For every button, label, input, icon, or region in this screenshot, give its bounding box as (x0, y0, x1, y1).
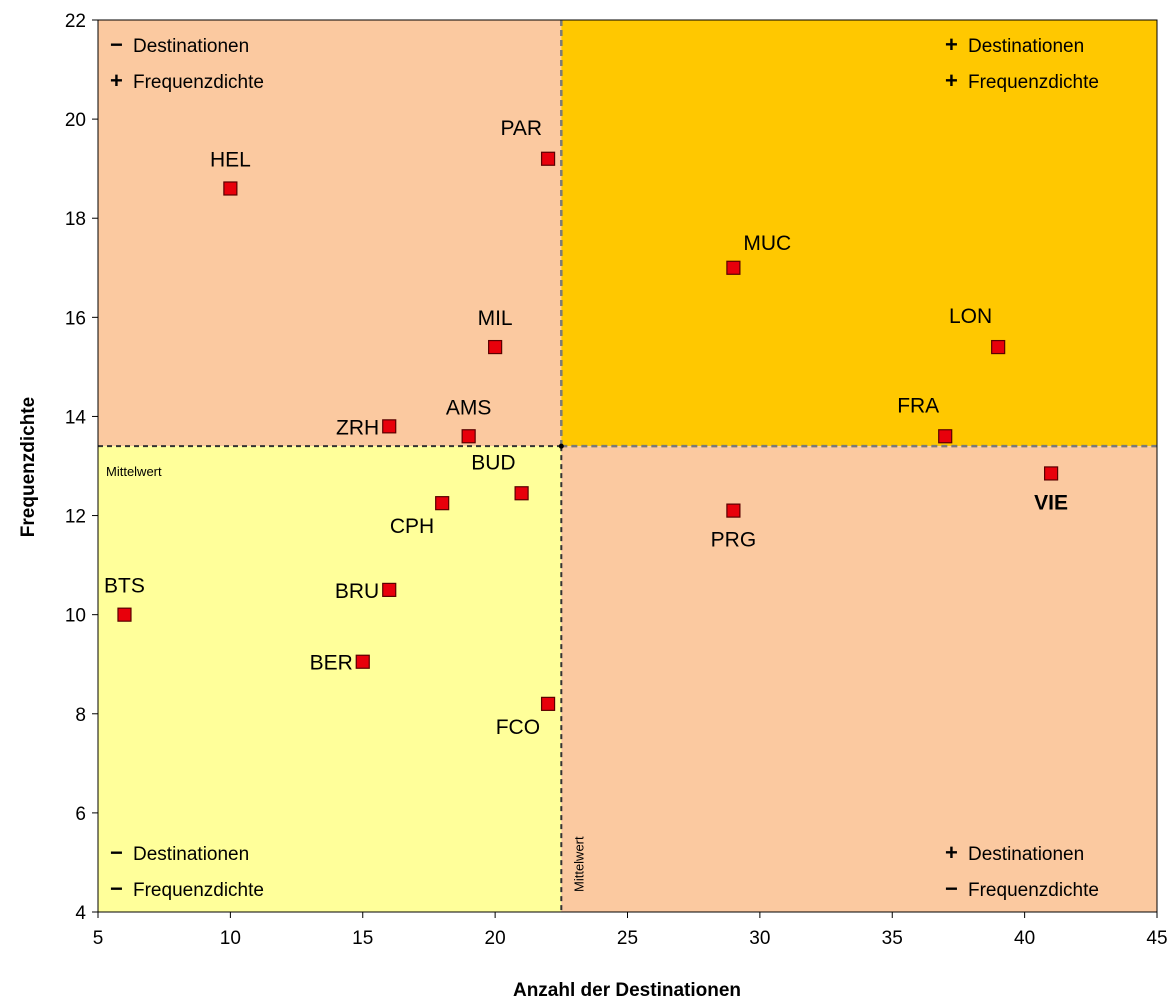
quadrant-note-sign-top-right: + (945, 68, 958, 93)
x-tick-label: 5 (93, 928, 104, 949)
y-tick-label: 20 (65, 110, 86, 131)
data-point-par (540, 151, 556, 166)
quadrant-note-text-top-right: Frequenzdichte (968, 72, 1099, 93)
quadrant-note-text-top-left: Destinationen (133, 36, 249, 57)
y-tick-label: 4 (75, 903, 86, 924)
data-label-prg: PRG (711, 529, 757, 552)
data-point-ams (461, 429, 476, 444)
y-tick-label: 10 (65, 606, 86, 627)
data-point-mil (488, 339, 503, 355)
data-label-muc: MUC (743, 232, 791, 255)
quadrant-note-text-bottom-right: Destinationen (968, 844, 1084, 865)
mean-point (558, 443, 564, 449)
quadrant-bottom-right (561, 446, 1157, 912)
x-tick-label: 45 (1146, 928, 1167, 949)
data-label-fra: FRA (897, 394, 939, 417)
x-tick-label: 40 (1014, 928, 1035, 949)
mean-label-vertical: Mittelwert (571, 836, 586, 892)
y-tick-label: 8 (75, 705, 86, 726)
data-label-par: PAR (500, 117, 542, 140)
data-label-ber: BER (310, 652, 353, 675)
quadrant-note-sign-bottom-right: − (945, 876, 958, 901)
data-label-cph: CPH (390, 515, 434, 538)
y-tick-label: 6 (75, 804, 86, 825)
data-label-bud: BUD (471, 451, 515, 474)
quadrant-note-sign-top-left: − (110, 32, 123, 57)
data-label-hel: HEL (210, 148, 251, 171)
y-axis-title: Frequenzdichte (18, 397, 39, 537)
quadrant-note-sign-bottom-left: − (110, 840, 123, 865)
data-point-bru (382, 582, 397, 597)
quadrant-note-text-top-right: Destinationen (968, 36, 1084, 57)
data-label-zrh: ZRH (336, 416, 379, 439)
quadrant-note-text-top-left: Frequenzdichte (133, 72, 264, 93)
data-point-muc (726, 260, 741, 275)
quadrant-note-sign-bottom-left: − (110, 876, 123, 901)
data-label-fco: FCO (496, 716, 540, 739)
data-point-fco (540, 696, 556, 711)
data-label-bru: BRU (335, 580, 379, 603)
quadrant-note-text-bottom-right: Frequenzdichte (968, 880, 1099, 901)
data-label-lon: LON (949, 305, 992, 328)
x-tick-label: 30 (749, 928, 770, 949)
quadrant-top-right (561, 20, 1157, 447)
x-tick-label: 35 (882, 928, 903, 949)
data-point-vie (1043, 466, 1059, 481)
data-label-mil: MIL (478, 307, 513, 330)
x-axis-title: Anzahl der Destinationen (513, 980, 741, 1001)
quadrant-note-text-bottom-left: Frequenzdichte (133, 880, 264, 901)
data-point-ber (355, 654, 370, 669)
y-tick-label: 16 (65, 308, 86, 329)
x-tick-label: 10 (220, 928, 241, 949)
quadrant-top-left (98, 20, 562, 447)
quadrant-bottom-left (98, 446, 562, 912)
data-point-prg (726, 503, 741, 518)
quadrant-note-sign-top-right: + (945, 32, 958, 57)
quadrant-note-sign-top-left: + (110, 68, 123, 93)
data-point-bud (514, 486, 529, 501)
data-point-bts (117, 607, 132, 622)
data-point-hel (223, 181, 238, 196)
data-point-zrh (382, 419, 397, 434)
y-tick-label: 14 (65, 407, 87, 428)
data-point-cph (435, 496, 450, 511)
y-tick-label: 22 (65, 11, 86, 32)
y-tick-label: 18 (65, 209, 86, 230)
data-label-bts: BTS (104, 575, 145, 598)
data-label-vie: VIE (1034, 491, 1068, 514)
quadrant-note-sign-bottom-right: + (945, 840, 958, 865)
x-tick-label: 15 (352, 928, 373, 949)
y-tick-label: 12 (65, 507, 86, 528)
x-tick-label: 25 (617, 928, 638, 949)
quadrant-note-text-bottom-left: Destinationen (133, 844, 249, 865)
data-point-lon (991, 339, 1006, 355)
data-label-ams: AMS (446, 396, 492, 419)
data-point-fra (938, 429, 953, 444)
mean-label-horizontal: Mittelwert (106, 464, 162, 479)
x-tick-label: 20 (485, 928, 506, 949)
